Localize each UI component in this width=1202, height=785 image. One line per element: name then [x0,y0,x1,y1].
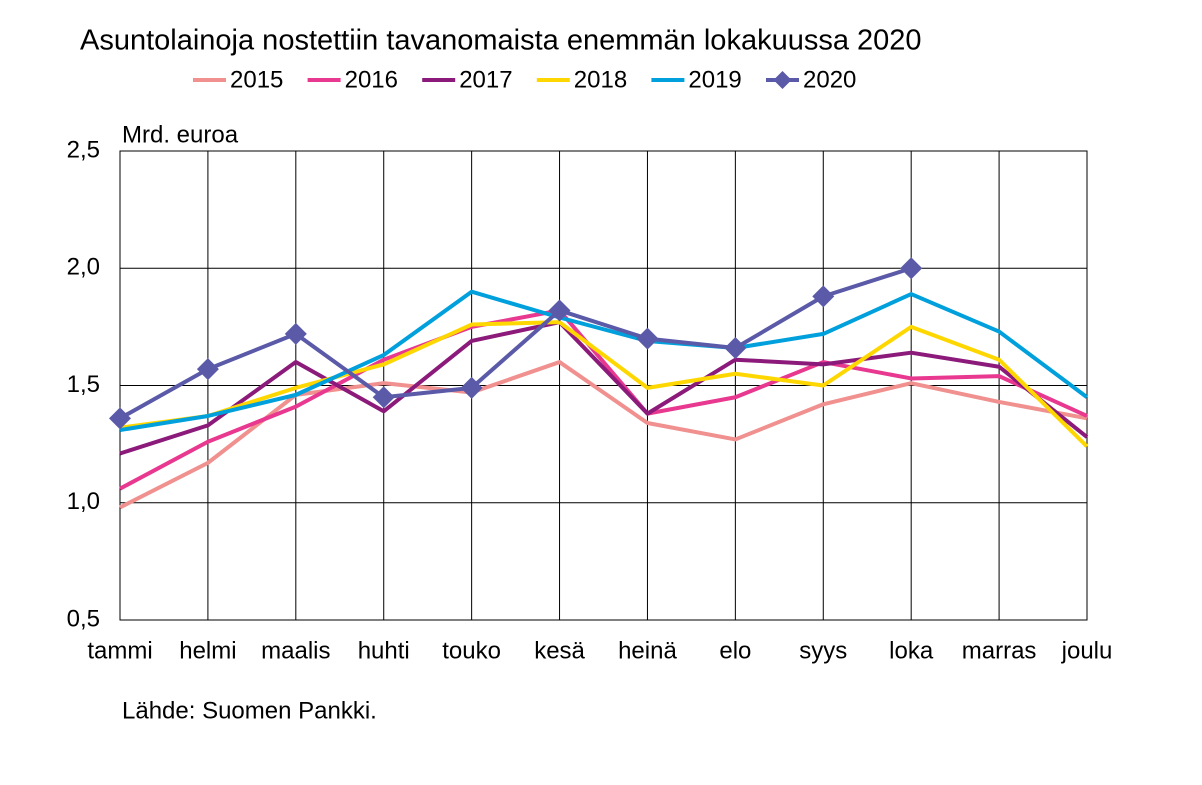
x-tick-label: kesä [534,637,585,664]
x-tick-label: tammi [87,637,152,664]
x-tick-label: heinä [618,637,677,664]
legend-label: 2016 [345,66,398,93]
x-tick-label: touko [442,637,501,664]
series-line [119,320,1089,448]
chart-title: Asuntolainoja nostettiin tavanomaista en… [80,25,922,57]
marker [196,358,219,381]
marker [812,285,835,308]
x-tick-label: helmi [179,637,236,664]
marker [460,376,483,399]
x-tick-label: joulu [1061,637,1113,664]
series-line [119,289,1089,433]
x-tick-label: marras [962,637,1037,664]
marker [109,407,131,430]
x-tick-label: elo [719,637,751,664]
legend-label: 2019 [688,66,741,93]
legend-label: 2020 [803,66,856,93]
marker [284,322,307,345]
marker [548,299,571,322]
x-tick-label: maalis [261,637,330,664]
y-tick-label: 0,5 [67,605,100,632]
marker [900,257,923,280]
series-line [119,308,1088,491]
marker [372,386,395,409]
marker [724,336,747,359]
y-axis-label: Mrd. euroa [122,121,239,148]
series-line [119,266,912,421]
marker [636,327,659,350]
x-tick-label: huhti [358,637,410,664]
legend-label: 2018 [574,66,627,93]
x-tick-label: syys [799,637,847,664]
y-tick-label: 1,0 [67,488,100,515]
y-tick-label: 1,5 [67,371,100,398]
y-tick-label: 2,0 [67,254,100,281]
source: Lähde: Suomen Pankki. [122,697,377,724]
legend-marker [773,71,792,89]
x-tick-label: loka [889,637,934,664]
series-line [119,320,1089,456]
legend-label: 2015 [230,66,283,93]
y-tick-label: 2,5 [67,136,100,163]
legend-label: 2017 [459,66,512,93]
series-line [119,360,1088,510]
